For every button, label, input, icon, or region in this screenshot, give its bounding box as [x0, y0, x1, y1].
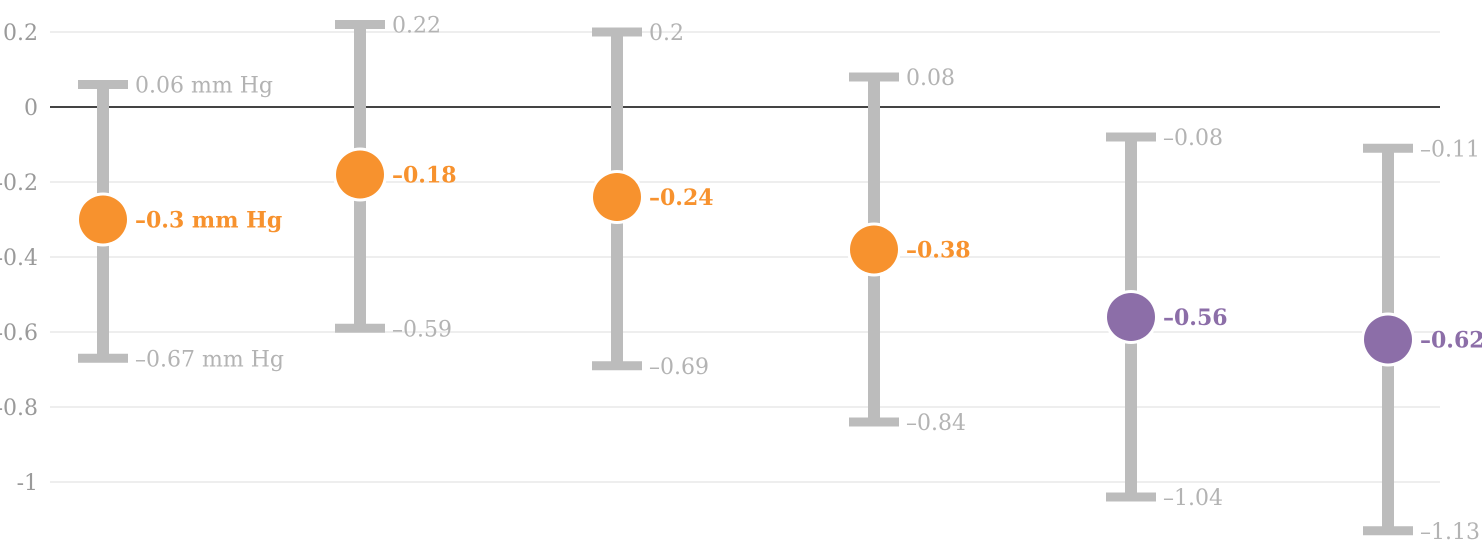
- lower-bound-label: –0.84: [906, 411, 966, 436]
- upper-bound-label: –0.08: [1163, 126, 1223, 151]
- upper-bound-label: 0.08: [906, 66, 955, 91]
- lower-bound-label: –0.59: [392, 317, 452, 342]
- y-tick-label: 0: [24, 96, 38, 121]
- estimate-label: –0.62: [1420, 328, 1482, 354]
- y-tick-label: -0.4: [0, 246, 38, 271]
- y-tick-label: -0.2: [0, 171, 38, 196]
- y-tick-label: -0.6: [0, 321, 38, 346]
- estimate-point: [336, 150, 384, 199]
- upper-bound-label: 0.2: [649, 21, 684, 46]
- lower-bound-label: –0.69: [649, 355, 709, 380]
- estimate-point: [1364, 315, 1412, 364]
- estimate-label: –0.56: [1163, 305, 1228, 331]
- upper-bound-label: –0.11: [1420, 137, 1480, 162]
- estimate-label: –0.18: [392, 163, 457, 189]
- estimate-point: [593, 173, 641, 221]
- lower-bound-label: –1.13: [1420, 520, 1480, 545]
- estimate-point: [850, 225, 898, 274]
- lower-bound-label: –0.67 mm Hg: [135, 347, 284, 372]
- estimate-label: –0.3 mm Hg: [135, 208, 282, 234]
- lower-bound-label: –1.04: [1163, 486, 1223, 511]
- upper-bound-label: 0.22: [392, 14, 441, 39]
- estimate-label: –0.24: [649, 185, 714, 211]
- estimate-point: [1107, 293, 1155, 341]
- y-tick-label: -0.8: [0, 396, 38, 421]
- y-tick-label: 0.2: [3, 21, 38, 46]
- estimate-point: [79, 195, 127, 244]
- y-tick-label: -1: [17, 471, 38, 496]
- upper-bound-label: 0.06 mm Hg: [135, 74, 273, 99]
- estimate-label: –0.38: [906, 238, 971, 264]
